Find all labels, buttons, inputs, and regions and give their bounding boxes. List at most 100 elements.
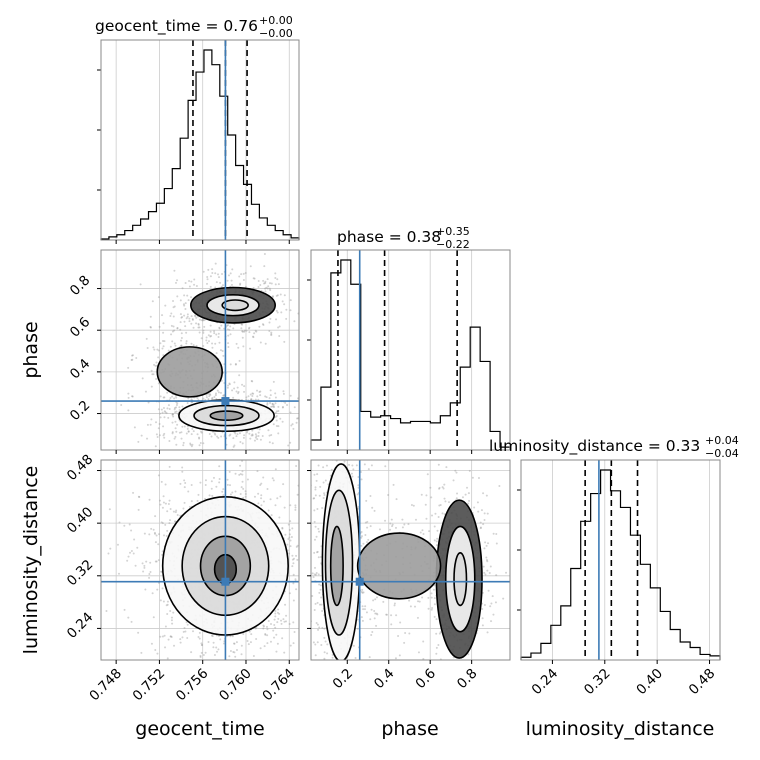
sample-point [417, 651, 420, 654]
sample-point [232, 327, 235, 330]
sample-point [149, 315, 152, 318]
sample-point [485, 559, 488, 562]
sample-point [214, 262, 217, 265]
sample-point [325, 690, 327, 692]
sample-point [133, 426, 136, 429]
sample-point [231, 454, 233, 456]
histogram-step-luminosity-distance [520, 469, 721, 660]
sample-point [243, 329, 246, 332]
sample-point [235, 390, 238, 393]
sample-point [313, 497, 316, 500]
sample-point [222, 394, 225, 397]
sample-point [295, 588, 298, 591]
sample-point [166, 613, 169, 616]
sample-point [185, 340, 188, 343]
sample-point [257, 285, 260, 288]
sample-point [266, 403, 269, 406]
sample-point [126, 559, 129, 562]
sample-point [314, 573, 317, 576]
sample-point [364, 534, 367, 537]
sample-point [365, 499, 368, 502]
sample-point [229, 325, 232, 328]
sample-point [284, 603, 287, 606]
sample-point [154, 541, 157, 544]
sample-point [318, 626, 321, 629]
title-luminosity-distance-upper: +0.04 [705, 434, 739, 447]
sample-point [288, 552, 291, 555]
sample-point [190, 651, 193, 654]
panel-frame [310, 249, 511, 451]
sample-point [272, 629, 275, 632]
sample-point [164, 483, 167, 486]
sample-point [183, 479, 186, 482]
sample-point [461, 496, 464, 499]
sample-point [433, 525, 436, 528]
sample-point [181, 470, 184, 473]
sample-point [144, 588, 147, 591]
sample-point [169, 610, 172, 613]
sample-point [195, 322, 198, 325]
sample-point [241, 470, 244, 473]
x-tick-label-luminosity-distance: 0.32 [581, 666, 614, 699]
sample-point [253, 439, 256, 442]
sample-point [157, 382, 160, 385]
sample-point [453, 662, 455, 664]
sample-point [313, 538, 316, 541]
sample-point [241, 330, 244, 333]
sample-point [174, 344, 177, 347]
sample-point [186, 636, 189, 639]
sample-point [409, 605, 412, 608]
sample-point [234, 490, 237, 493]
sample-point [163, 410, 166, 413]
sample-point [222, 284, 225, 287]
sample-point [484, 541, 487, 544]
sample-point [307, 515, 309, 517]
sample-point [241, 480, 244, 483]
sample-point [213, 653, 216, 656]
sample-point [316, 623, 319, 626]
sample-point [161, 314, 164, 317]
sample-point [265, 286, 268, 289]
sample-point [455, 497, 458, 500]
sample-point [222, 678, 224, 680]
sample-point [227, 342, 230, 345]
x-tick-label-phase: 0.2 [330, 666, 357, 693]
sample-point [483, 571, 486, 574]
sample-point [178, 431, 181, 434]
sample-point [238, 473, 241, 476]
sample-point [129, 551, 132, 554]
sample-point [241, 442, 244, 445]
sample-point [264, 280, 267, 283]
sample-point [243, 434, 246, 437]
sample-point [157, 543, 160, 546]
sample-point [214, 667, 216, 669]
sample-point [257, 434, 260, 437]
sample-point [195, 344, 198, 347]
sample-point [187, 299, 190, 302]
sample-point [233, 642, 236, 645]
sample-point [244, 272, 247, 275]
sample-point [313, 573, 316, 576]
density-contour [156, 346, 223, 398]
sample-point [162, 322, 165, 325]
sample-point [163, 396, 166, 399]
sample-point [251, 392, 254, 395]
sample-point [235, 342, 238, 345]
sample-point [176, 514, 179, 517]
sample-point [150, 418, 153, 421]
sample-point [175, 406, 178, 409]
sample-point [344, 451, 346, 453]
sample-point [481, 617, 484, 620]
sample-point [395, 680, 397, 682]
sample-point [452, 673, 454, 675]
sample-point [128, 523, 131, 526]
sample-point [435, 618, 438, 621]
sample-point [479, 526, 482, 529]
sample-point [289, 299, 292, 302]
sample-point [183, 501, 186, 504]
sample-point [486, 631, 489, 634]
panel-frame [520, 459, 721, 661]
sample-point [395, 498, 398, 501]
sample-point [255, 330, 258, 333]
sample-point [260, 482, 263, 485]
